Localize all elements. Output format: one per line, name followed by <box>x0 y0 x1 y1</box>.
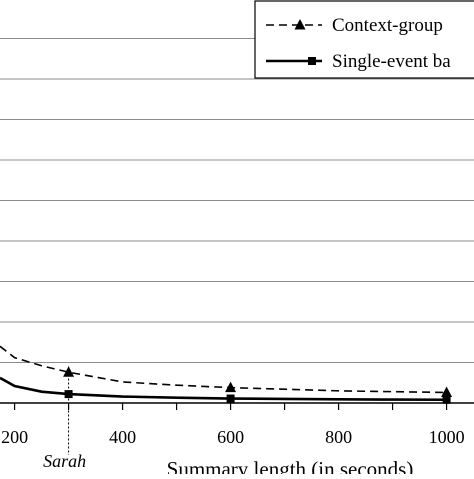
triangle-marker <box>225 381 237 393</box>
series-line-context-group <box>0 345 447 394</box>
square-marker <box>442 395 451 404</box>
annotation-layer: Sarah <box>43 366 86 471</box>
legend-label: Context-group <box>332 15 443 36</box>
x-tick-label: 400 <box>109 427 136 447</box>
square-marker <box>226 394 235 403</box>
legend: Context-group Single-event ba <box>254 0 474 79</box>
x-tick-label: 600 <box>217 427 244 447</box>
legend-triangle-icon <box>294 19 306 30</box>
legend-square-icon <box>308 57 316 65</box>
legend-label: Single-event ba <box>332 51 451 72</box>
series-layer <box>0 345 453 404</box>
square-marker <box>64 390 73 399</box>
x-tick-label: 800 <box>325 427 352 447</box>
legend-box <box>254 0 474 79</box>
x-tick-label: 200 <box>1 427 28 447</box>
x-axis-title: Summary length (in seconds) <box>167 457 414 474</box>
triangle-marker <box>441 386 453 397</box>
x-tick-label: 1000 <box>429 427 465 447</box>
gridlines <box>0 38 474 363</box>
series-line-single-event <box>0 376 447 402</box>
annotation-label: Sarah <box>43 451 86 471</box>
